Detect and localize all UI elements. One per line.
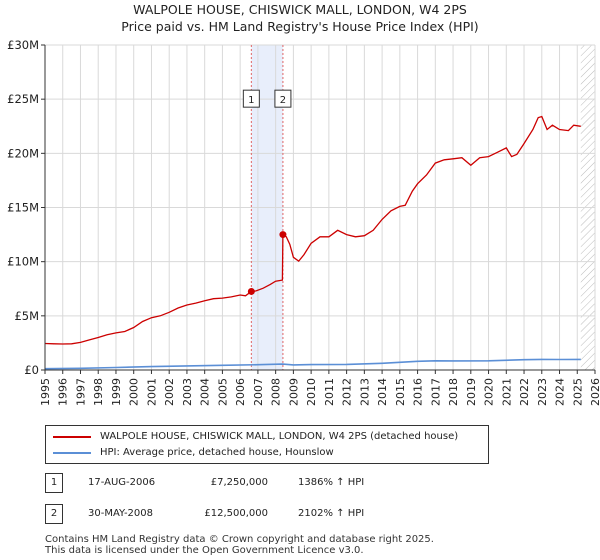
transaction-row: 2 30-MAY-2008 £12,500,000 2102% ↑ HPI (0, 504, 600, 524)
x-tick-label: 2012 (341, 378, 354, 406)
footer-copyright: Contains HM Land Registry data © Crown c… (45, 534, 434, 545)
x-tick-label: 2021 (500, 378, 513, 406)
sale-badge (242, 89, 260, 108)
x-tick-label: 2015 (394, 378, 407, 406)
legend-label-property: WALPOLE HOUSE, CHISWICK MALL, LONDON, W4… (100, 431, 459, 442)
x-tick-label: 2004 (199, 378, 212, 406)
sale-badge (274, 89, 292, 108)
x-tick-label: 2002 (163, 378, 176, 406)
sale-badge-label: 1 (248, 95, 254, 106)
x-tick-label: 2018 (447, 378, 460, 406)
transaction-price: £12,500,000 (204, 508, 268, 519)
chart-subtitle: Price paid vs. HM Land Registry's House … (121, 19, 479, 34)
y-tick-label: £10M (7, 255, 39, 269)
transaction-date: 17-AUG-2006 (88, 477, 156, 488)
x-tick-label: 1998 (92, 378, 105, 406)
x-tick-label: 2013 (358, 378, 371, 406)
x-tick-label: 2023 (536, 378, 549, 406)
y-tick-label: £25M (7, 92, 39, 106)
x-tick-label: 2010 (305, 378, 318, 406)
y-tick-label: £0 (24, 363, 39, 377)
legend-item-hpi: HPI: Average price, detached house, Houn… (46, 445, 486, 461)
x-tick-label: 1999 (110, 378, 123, 406)
sale-badge-label: 2 (280, 95, 286, 106)
chart-title: WALPOLE HOUSE, CHISWICK MALL, LONDON, W4… (133, 2, 467, 17)
x-tick-label: 2024 (554, 378, 567, 406)
transaction-row: 1 17-AUG-2006 £7,250,000 1386% ↑ HPI (0, 473, 600, 493)
x-tick-label: 2022 (518, 378, 531, 406)
x-tick-label: 2007 (252, 378, 265, 406)
x-tick-label: 2020 (483, 378, 496, 406)
legend-swatch-property (53, 436, 91, 438)
transaction-price: £7,250,000 (210, 477, 268, 488)
footer-licence: This data is licensed under the Open Gov… (45, 545, 364, 556)
y-tick-label: £20M (7, 146, 39, 160)
x-tick-label: 2011 (323, 378, 336, 406)
x-tick-label: 2008 (270, 378, 283, 406)
x-tick-label: 2005 (216, 378, 229, 406)
y-tick-label: £5M (14, 309, 39, 323)
x-tick-label: 2025 (571, 378, 584, 406)
x-tick-label: 2014 (376, 378, 389, 406)
sale-point (247, 287, 255, 295)
legend-swatch-hpi (53, 452, 91, 454)
x-tick-label: 2000 (128, 378, 141, 406)
x-tick-label: 2009 (287, 378, 300, 406)
x-tick-label: 2003 (181, 378, 194, 406)
x-tick-label: 2006 (234, 378, 247, 406)
x-tick-label: 1995 (39, 378, 52, 406)
y-tick-label: £30M (7, 38, 39, 52)
transaction-date: 30-MAY-2008 (88, 508, 154, 519)
property-price-line (44, 115, 581, 345)
x-tick-label: 1996 (57, 378, 70, 406)
transaction-hpi: 1386% ↑ HPI (298, 477, 365, 488)
hpi-line (44, 358, 581, 370)
x-tick-label: 2019 (465, 378, 478, 406)
price-chart: 1 2 1995 1996 1997 1998 1999 2000 2001 2002 2003 20… (7, 38, 600, 406)
transaction-hpi: 2102% ↑ HPI (298, 508, 365, 519)
transaction-badge: 1 (45, 473, 63, 493)
x-tick-label: 2017 (429, 378, 442, 406)
x-tick-label: 2026 (589, 378, 600, 406)
x-tick-label: 2016 (412, 378, 425, 406)
y-tick-label: £15M (7, 201, 39, 215)
legend-item-property: WALPOLE HOUSE, CHISWICK MALL, LONDON, W4… (46, 429, 486, 445)
transaction-badge: 2 (45, 504, 63, 524)
x-tick-label: 1997 (74, 378, 87, 406)
x-tick-label: 2001 (145, 378, 158, 406)
sale-point (279, 231, 287, 239)
legend-label-hpi: HPI: Average price, detached house, Houn… (100, 447, 334, 458)
legend: WALPOLE HOUSE, CHISWICK MALL, LONDON, W4… (45, 425, 489, 464)
